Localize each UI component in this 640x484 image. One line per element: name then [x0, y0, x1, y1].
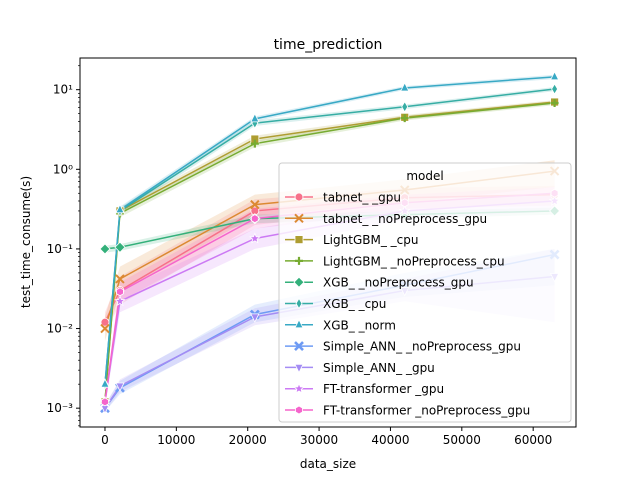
band-series-1 [104, 185, 555, 333]
point-series-11-1 [101, 397, 109, 407]
legend-label-10: FT-transformer _gpu [323, 382, 444, 396]
legend-label-8: Simple_ANN_ _noPreprocess_gpu [323, 340, 521, 354]
legend-label-6: XGB_ _cpu [323, 297, 386, 311]
point-series-2-3 [250, 199, 260, 210]
point-series-4-4 [400, 114, 409, 123]
y-tick-label-2: 10⁻² [47, 322, 74, 336]
legend-marker-2 [294, 213, 304, 224]
chart-title: time_prediction [274, 37, 383, 53]
legend-items: tabnet_ _gpu tabnet_ _noPreprocess_gpu Lig… [285, 191, 530, 418]
legend-item-9: Simple_ANN_ _gpu [285, 361, 435, 375]
y-axis-label: test_time_consume(s) [19, 176, 33, 308]
point-series-9-2 [115, 382, 125, 392]
point-series-10-2 [114, 295, 126, 307]
point-series-11-2 [116, 287, 124, 297]
legend-marker-1 [294, 192, 304, 202]
legend-label-9: Simple_ANN_ _gpu [323, 361, 435, 375]
y-tick-label-1: 10⁻³ [47, 401, 74, 415]
point-series-7-4 [400, 82, 410, 92]
legend-item-8: Simple_ANN_ _noPreprocess_gpu [285, 340, 521, 354]
x-tick-label-5: 40000 [371, 433, 409, 447]
x-tick-label-7: 60000 [514, 433, 552, 447]
point-series-6-5 [551, 83, 559, 95]
x-tick-label-4: 30000 [300, 433, 338, 447]
legend-marker-3 [294, 235, 304, 245]
point-series-4-5 [550, 99, 559, 108]
legend-item-10: FT-transformer _gpu [285, 382, 444, 396]
point-series-11-3 [250, 214, 259, 224]
legend-item-7: XGB_ _norm [285, 318, 396, 332]
legend-label-4: LightGBM_ _noPreprocess_cpu [323, 254, 505, 268]
y-tick-label-5: 10¹ [53, 83, 73, 97]
y-axis-ticks: 10⁻³ 10⁻² 10⁻¹ 10⁰ 10¹ [47, 65, 80, 427]
point-series-7-5 [549, 70, 560, 81]
legend-title: model [406, 169, 443, 183]
legend-item-1: tabnet_ _gpu [285, 191, 401, 205]
legend-item-4: LightGBM_ _noPreprocess_cpu [285, 254, 505, 268]
legend-marker-7 [294, 318, 304, 329]
plot-frame [79, 57, 577, 428]
point-series-6-4 [401, 100, 409, 113]
point-series-4-3 [250, 139, 259, 148]
point-series-7-3 [250, 112, 260, 123]
legend-marker-8 [294, 341, 304, 352]
legend-item-11: FT-transformer _noPreprocess_gpu [285, 404, 530, 418]
point-series-2-2 [115, 274, 125, 284]
x-tick-label-3: 20000 [229, 433, 267, 447]
band-series-11 [104, 186, 555, 409]
x-tick-label-1: 0 [101, 433, 109, 447]
legend-marker-10 [293, 382, 305, 394]
point-series-1-1 [100, 317, 110, 327]
legend: model tabnet_ _gpu tabnet_ _noPreprocess_… [278, 162, 572, 423]
x-tick-label-2: 10000 [157, 433, 195, 447]
x-axis-label: data_size [300, 457, 356, 471]
legend-label-1: tabnet_ _gpu [323, 191, 401, 205]
point-series-7-2 [115, 203, 125, 214]
x-tick-label-6: 50000 [443, 433, 481, 447]
point-series-5-1 [99, 243, 111, 255]
legend-item-5: XGB_ _noPreprocess_gpu [285, 276, 474, 290]
x-axis-ticks: 0 10000 20000 30000 40000 50000 60000 [101, 427, 552, 447]
legend-marker-11 [295, 405, 303, 415]
legend-item-6: XGB_ _cpu [285, 297, 386, 311]
legend-label-7: XGB_ _norm [323, 318, 396, 332]
legend-marker-5 [293, 276, 305, 288]
y-tick-label-3: 10⁻¹ [47, 242, 74, 256]
point-series-5-2 [114, 241, 126, 253]
legend-label-2: tabnet_ _noPreprocess_gpu [323, 212, 487, 226]
legend-label-3: LightGBM_ _cpu [323, 233, 418, 247]
legend-marker-9 [294, 363, 304, 374]
band-series-10 [104, 193, 555, 409]
legend-label-5: XGB_ _noPreprocess_gpu [323, 276, 474, 290]
point-series-7-1 [100, 378, 110, 388]
legend-item-3: LightGBM_ _cpu [285, 233, 418, 247]
legend-item-2: tabnet_ _noPreprocess_gpu [285, 212, 487, 226]
legend-box [278, 162, 572, 423]
point-series-10-3 [249, 232, 261, 244]
point-series-2-1 [100, 323, 110, 334]
y-tick-label-4: 10⁰ [53, 162, 73, 176]
legend-label-11: FT-transformer _noPreprocess_gpu [323, 404, 530, 418]
legend-marker-4 [295, 256, 303, 265]
legend-marker-6 [295, 297, 303, 310]
point-series-9-3 [250, 313, 260, 323]
